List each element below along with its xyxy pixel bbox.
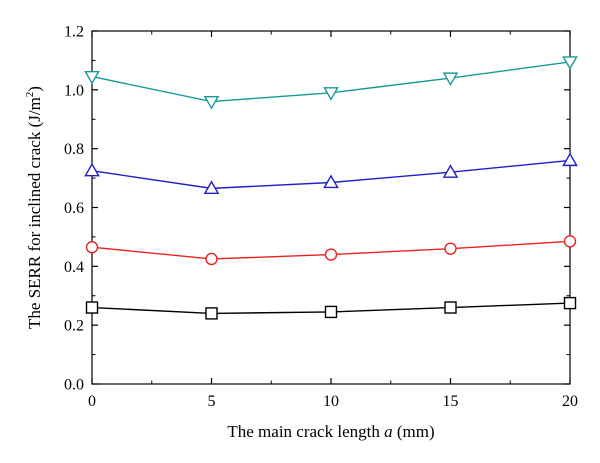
data-point-triangle-up bbox=[203, 180, 220, 195]
data-point-square bbox=[85, 301, 99, 314]
series-square bbox=[85, 296, 577, 320]
x-tick-label: 15 bbox=[443, 393, 459, 410]
x-axis-label: The main crack length a (mm) bbox=[227, 422, 434, 441]
data-point-square bbox=[205, 307, 218, 320]
y-tick-label: 0.6 bbox=[64, 200, 84, 217]
data-point-triangle-up bbox=[442, 164, 459, 178]
data-point-triangle-down bbox=[442, 72, 459, 87]
y-tick-label: 0.2 bbox=[64, 318, 84, 335]
data-point-circle bbox=[563, 235, 577, 248]
data-point-triangle-up bbox=[562, 152, 578, 167]
axis-ticks: 0 5 10 15 20 0.0 0.2 0.4 0.6 0.8 1.0 1.2 bbox=[64, 24, 578, 411]
y-tick-label: 0.0 bbox=[64, 377, 84, 394]
series-circle bbox=[85, 235, 577, 266]
data-point-triangle-up bbox=[84, 162, 100, 177]
data-point-square bbox=[324, 305, 338, 319]
data-point-circle bbox=[324, 248, 338, 261]
series-triangle-up bbox=[84, 152, 578, 195]
data-point-circle bbox=[444, 242, 457, 255]
y-axis-label: The SERR for inclined crack (J/m2) bbox=[24, 86, 44, 329]
y-tick-label: 1.2 bbox=[64, 24, 84, 41]
y-axis-label-close: ) bbox=[25, 86, 44, 92]
x-axis-label-variable: a bbox=[384, 422, 393, 441]
x-axis-label-suffix: (mm) bbox=[393, 422, 435, 441]
series-layer bbox=[84, 56, 578, 320]
plot-area bbox=[91, 30, 571, 385]
y-axis-label-main: The SERR for inclined crack (J/m bbox=[25, 97, 44, 329]
x-tick-label: 10 bbox=[323, 393, 339, 410]
series-triangle-down bbox=[84, 56, 578, 110]
x-axis-label-prefix: The main crack length bbox=[227, 422, 384, 441]
y-tick-label: 0.8 bbox=[64, 141, 84, 158]
y-tick-label: 1.0 bbox=[64, 82, 84, 99]
x-tick-label: 5 bbox=[208, 393, 216, 410]
y-tick-label: 0.4 bbox=[64, 259, 84, 276]
data-point-triangle-down bbox=[84, 70, 100, 85]
data-point-triangle-down bbox=[323, 87, 339, 101]
x-tick-label: 20 bbox=[562, 393, 578, 410]
y-axis-label-superscript: 2 bbox=[24, 92, 36, 98]
data-point-triangle-down bbox=[203, 95, 220, 110]
data-point-circle bbox=[205, 252, 218, 266]
data-point-triangle-up bbox=[323, 174, 339, 189]
data-point-square bbox=[444, 301, 457, 314]
data-point-square bbox=[563, 296, 577, 310]
data-point-triangle-down bbox=[562, 56, 578, 70]
x-tick-label: 0 bbox=[88, 393, 96, 410]
data-point-circle bbox=[85, 241, 99, 254]
